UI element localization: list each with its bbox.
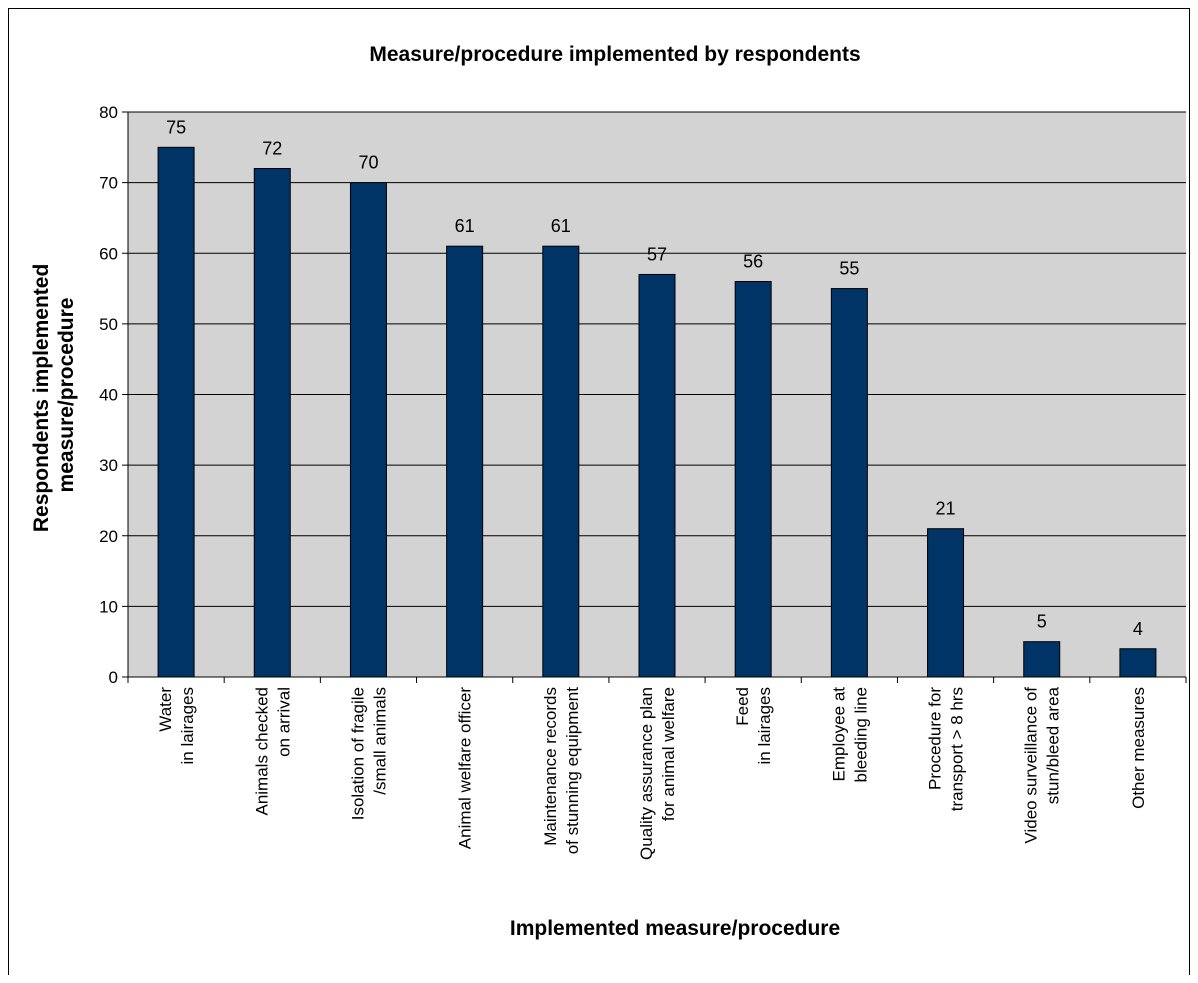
x-tick-label-line: transport > 8 hrs — [948, 687, 967, 811]
x-tick-label: Video surveillance of stun/bleed area — [1022, 686, 1063, 843]
y-tick-label: 60 — [99, 244, 118, 263]
y-tick-label: 70 — [99, 174, 118, 193]
x-tick-label: Animals checked on arrival — [252, 687, 293, 816]
data-label: 72 — [262, 139, 282, 159]
x-tick-label-line: of stunning equipment — [563, 687, 582, 855]
bars — [157, 146, 1157, 678]
x-tick-label: Employee at bleeding line — [829, 687, 870, 783]
x-tick-label-line: in lairages — [178, 687, 197, 765]
x-tick-label: Quality assurance plan for animal welfare — [637, 687, 678, 860]
x-tick-label-line: Animal welfare officer — [456, 687, 475, 850]
y-tick-label: 40 — [99, 386, 118, 405]
x-tick-label: Feed in lairages — [733, 687, 774, 765]
y-tick-label: 10 — [99, 597, 118, 616]
x-tick-label-line: Maintenance records — [541, 687, 560, 846]
x-tick-label-line: on arrival — [274, 687, 293, 757]
bar — [253, 168, 291, 678]
data-label: 61 — [551, 216, 571, 236]
data-label: 61 — [455, 216, 475, 236]
x-tick-label-line: Animals checked — [252, 687, 271, 816]
bar — [446, 245, 484, 678]
x-tick-label-line: Employee at — [829, 687, 848, 782]
x-tick-label-line: Quality assurance plan — [637, 687, 656, 860]
bar — [542, 245, 580, 678]
bar — [734, 281, 772, 678]
y-axis-title: Respondents implemented measure/procedur… — [30, 258, 78, 532]
x-tick-labels: Water in lairages Animals checked on arriva… — [156, 686, 1148, 859]
x-tick-label-line: /small animals — [370, 687, 389, 795]
x-tick-label-line: in lairages — [755, 687, 774, 765]
bar — [1023, 641, 1061, 678]
x-tick-label-line: for animal welfare — [659, 687, 678, 821]
y-axis: 0 10 20 30 40 50 60 70 80 — [99, 103, 129, 687]
data-label: 5 — [1037, 612, 1047, 632]
y-tick-label: 0 — [109, 668, 118, 687]
data-labels: 75 72 70 61 61 57 56 55 21 5 4 — [166, 117, 1143, 638]
y-tick-label: 30 — [99, 456, 118, 475]
data-label: 55 — [839, 259, 859, 279]
x-tick-label-line: Isolation of fragile — [348, 687, 367, 820]
y-tick-label: 20 — [99, 527, 118, 546]
data-label: 4 — [1133, 619, 1143, 639]
bar — [1119, 648, 1157, 678]
x-axis — [127, 676, 1187, 683]
x-tick-label-line: bleeding line — [851, 687, 870, 782]
x-tick-label-line: Water — [156, 687, 175, 732]
x-tick-label-line: Feed — [733, 687, 752, 726]
data-label: 57 — [647, 244, 667, 264]
x-tick-label-line: Video surveillance of — [1022, 687, 1041, 844]
y-axis-title-line: Respondents implemented — [30, 264, 53, 532]
y-axis-title-line: measure/procedure — [55, 298, 78, 493]
chart-title: Measure/procedure implemented by respond… — [369, 43, 860, 66]
x-tick-label: Animal welfare officer — [456, 687, 475, 850]
x-tick-label: Water in lairages — [156, 687, 197, 765]
data-label: 70 — [358, 153, 378, 173]
bar — [349, 182, 387, 678]
x-tick-label: Procedure for transport > 8 hrs — [926, 687, 967, 812]
x-tick-label-line: Procedure for — [926, 687, 945, 790]
y-tick-label: 80 — [99, 103, 118, 122]
bar — [638, 273, 676, 678]
x-axis-title: Implemented measure/procedure — [510, 917, 840, 940]
x-tick-label: Maintenance records of stunning equipment — [541, 687, 582, 855]
data-label: 56 — [743, 252, 763, 272]
data-label: 75 — [166, 117, 186, 137]
bar — [830, 288, 868, 678]
bar — [927, 528, 965, 678]
data-label: 21 — [936, 499, 956, 519]
x-tick-label-line: Other measures — [1129, 687, 1148, 809]
y-tick-label: 50 — [99, 315, 118, 334]
x-tick-label: Isolation of fragile/small animals — [348, 687, 389, 820]
x-tick-label: Other measures — [1129, 687, 1148, 809]
bar — [157, 146, 195, 678]
x-tick-label-line: stun/bleed area — [1044, 686, 1063, 804]
